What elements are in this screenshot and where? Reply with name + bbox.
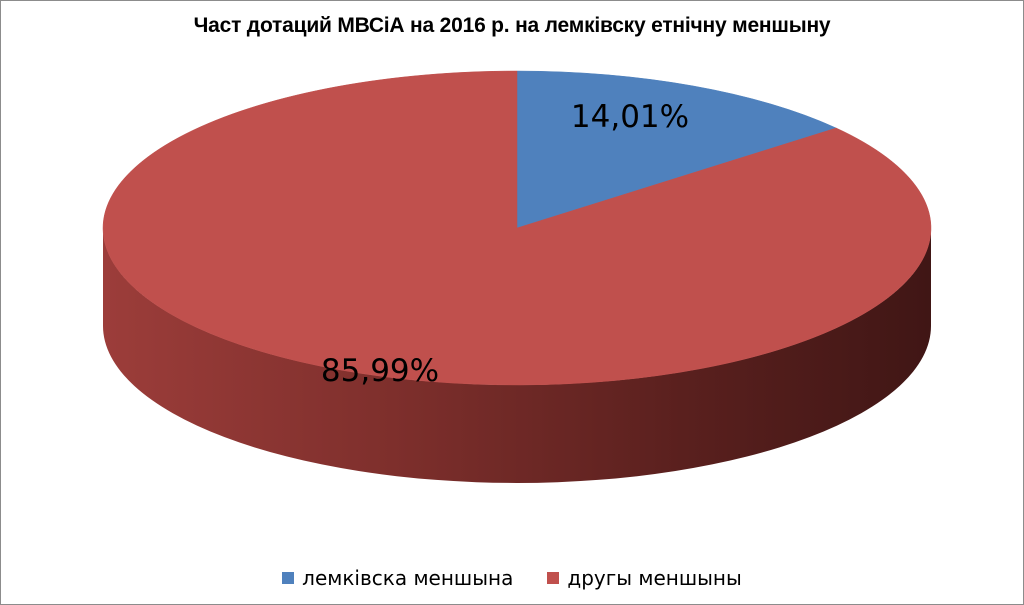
legend-label-lemko: лемківска меншына — [302, 566, 514, 590]
legend: лемківска меншына другы меншыны — [0, 566, 1024, 590]
data-label-other: 85,99% — [321, 353, 439, 389]
chart-title: Част дотаций МВСіА на 2016 р. на лемківс… — [193, 14, 831, 37]
legend-swatch-other — [547, 572, 560, 584]
pie-side-wall — [103, 228, 931, 483]
pie-slice-other — [102, 70, 932, 386]
legend-swatch-lemko — [282, 572, 295, 584]
legend-item-lemko: лемківска меншына — [282, 566, 513, 590]
legend-item-other: другы меншыны — [547, 566, 742, 590]
pie-slice-lemko — [516, 70, 837, 229]
legend-label-other: другы меншыны — [567, 566, 742, 590]
data-label-lemko: 14,01% — [571, 99, 689, 135]
